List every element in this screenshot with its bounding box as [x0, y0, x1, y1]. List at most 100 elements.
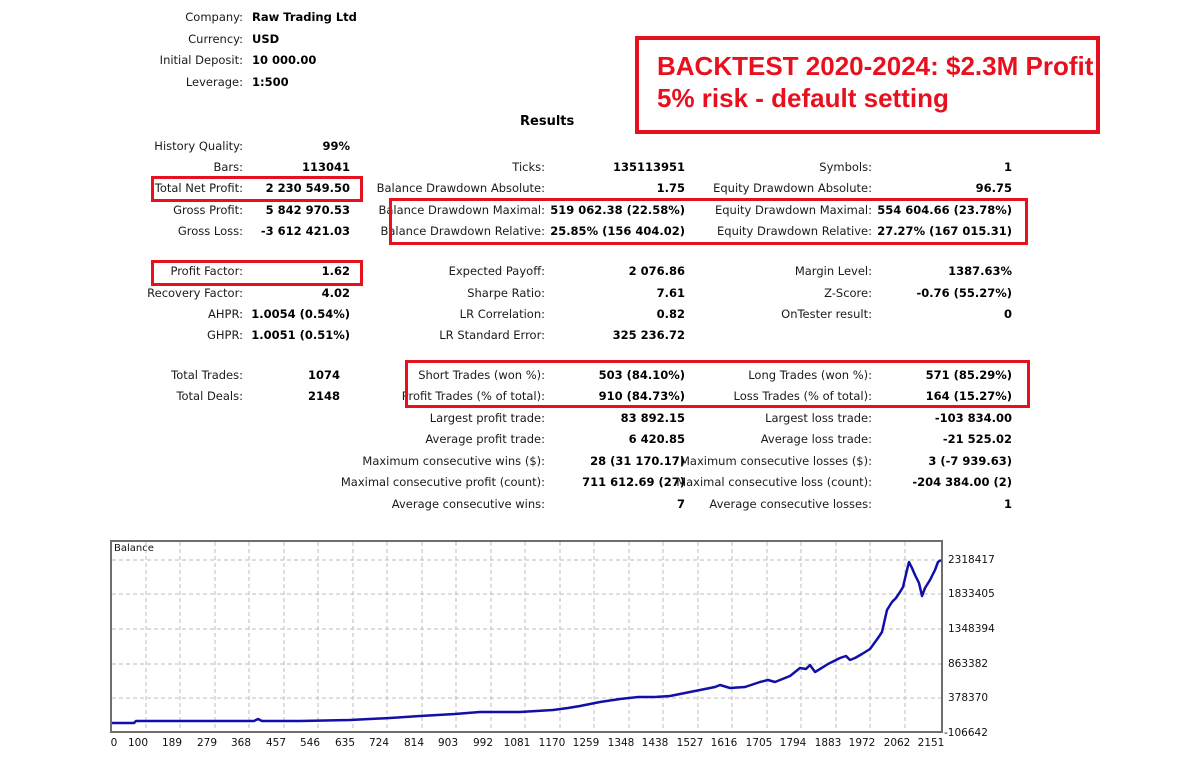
stat-value: 2148: [307, 389, 340, 403]
stat-value: 1.75: [656, 181, 685, 195]
stat-label: Short Trades (won %):: [418, 368, 545, 382]
x-tick: 1705: [745, 737, 773, 749]
stat-value: -103 834.00: [934, 411, 1012, 425]
stat-label: AHPR:: [208, 307, 243, 321]
stat-label: Long Trades (won %):: [748, 368, 872, 382]
stat-value: 3 (-7 939.63): [928, 454, 1012, 468]
stat-value: 910 (84.73%): [598, 389, 685, 403]
highlight-drawdowns: [389, 198, 1028, 245]
x-tick: 1259: [572, 737, 600, 749]
x-tick: 1438: [641, 737, 669, 749]
x-tick: 635: [334, 737, 356, 749]
results-title: Results: [520, 114, 575, 129]
x-tick: 1616: [710, 737, 738, 749]
stat-label: History Quality:: [154, 139, 243, 153]
stat-label: LR Correlation:: [459, 307, 545, 321]
x-tick: 1348: [607, 737, 635, 749]
stat-label: Loss Trades (% of total):: [733, 389, 872, 403]
stat-value: 2 230 549.50: [265, 181, 350, 195]
stat-value: 164 (15.27%): [925, 389, 1012, 403]
stat-value: -0.76 (55.27%): [916, 286, 1012, 300]
stat-value: 1.0051 (0.51%): [251, 328, 350, 342]
stat-label: LR Standard Error:: [439, 328, 545, 342]
x-tick: 189: [161, 737, 183, 749]
x-tick: 546: [299, 737, 321, 749]
stat-value: 99%: [322, 139, 350, 153]
deposit-label: Initial Deposit:: [159, 53, 243, 67]
stat-label: Equity Drawdown Absolute:: [713, 181, 872, 195]
balance-line: [112, 558, 942, 725]
stat-label: Total Trades:: [171, 368, 243, 382]
y-tick: 378370: [948, 692, 989, 704]
y-tick: 1833405: [948, 588, 995, 600]
stat-value: 325 236.72: [612, 328, 685, 342]
x-tick: 1794: [779, 737, 807, 749]
stat-label: Bars:: [213, 160, 243, 174]
stat-label: Average loss trade:: [760, 432, 872, 446]
y-tick: 863382: [948, 658, 989, 670]
x-tick: 1972: [848, 737, 876, 749]
leverage-label: Leverage:: [185, 75, 243, 89]
stat-label: Average profit trade:: [425, 432, 545, 446]
deposit-value: 10 000.00: [252, 53, 317, 67]
company-label: Company:: [185, 10, 243, 24]
stat-value: 1.62: [321, 264, 350, 278]
stat-value: 0: [1003, 307, 1012, 321]
stat-label: Largest loss trade:: [765, 411, 872, 425]
stat-label: Equity Drawdown Maximal:: [714, 203, 872, 217]
stat-label: Profit Factor:: [170, 264, 243, 278]
stat-value: 27.27% (167 015.31): [877, 224, 1012, 238]
stat-value: 711 612.69 (27): [582, 475, 685, 489]
currency-value: USD: [252, 32, 280, 46]
stat-label: Total Deals:: [176, 389, 243, 403]
x-tick: 457: [265, 737, 287, 749]
stat-label: Gross Profit:: [173, 203, 243, 217]
stat-value: 554 604.66 (23.78%): [877, 203, 1012, 217]
stat-value: 5 842 970.53: [265, 203, 350, 217]
x-tick: 279: [196, 737, 218, 749]
highlight-trades: [405, 360, 1030, 408]
x-tick: 2062: [883, 737, 911, 749]
stat-label: Gross Loss:: [177, 224, 243, 238]
stat-value: 1387.63%: [948, 264, 1012, 278]
stat-label: GHPR:: [206, 328, 243, 342]
stat-value: -21 525.02: [942, 432, 1012, 446]
stat-label: Margin Level:: [794, 264, 872, 278]
stat-value: -204 384.00 (2): [912, 475, 1012, 489]
x-tick: 1883: [814, 737, 842, 749]
stat-label: Sharpe Ratio:: [467, 286, 545, 300]
stat-label: Symbols:: [819, 160, 872, 174]
stat-value: 0.82: [656, 307, 685, 321]
highlight-profit-factor: [151, 260, 363, 286]
y-tick: 2318417: [948, 554, 995, 566]
company-value: Raw Trading Ltd: [252, 10, 357, 24]
stat-label: Expected Payoff:: [448, 264, 545, 278]
stat-value: 28 (31 170.17): [590, 454, 685, 468]
stat-label: Recovery Factor:: [147, 286, 243, 300]
stat-value: 7.61: [656, 286, 685, 300]
stat-label: Total Net Profit:: [154, 181, 243, 195]
stat-value: 135113951: [612, 160, 685, 174]
stat-value: 4.02: [321, 286, 350, 300]
stat-value: 1: [1003, 160, 1012, 174]
x-tick: 1527: [676, 737, 704, 749]
backtest-banner: BACKTEST 2020-2024: $2.3M Profit 5% risk…: [635, 36, 1100, 134]
stat-label: Maximum consecutive losses ($):: [680, 454, 872, 468]
banner-line-2: 5% risk - default setting: [657, 83, 949, 113]
stat-label: OnTester result:: [781, 307, 872, 321]
stat-label: Ticks:: [512, 160, 545, 174]
stat-label: Equity Drawdown Relative:: [717, 224, 872, 238]
stat-value: 96.75: [975, 181, 1012, 195]
stat-label: Maximal consecutive profit (count):: [340, 475, 545, 489]
x-tick: 368: [230, 737, 252, 749]
y-tick: -106642: [944, 727, 988, 739]
highlight-net-profit: [151, 176, 363, 202]
stat-value: 25.85% (156 404.02): [550, 224, 685, 238]
stat-value: 2 076.86: [628, 264, 685, 278]
stat-value: 519 062.38 (22.58%): [550, 203, 685, 217]
chart-title: Balance: [114, 543, 154, 554]
stat-value: 113041: [301, 160, 350, 174]
stat-label: Maximal consecutive loss (count):: [676, 475, 872, 489]
x-tick: 814: [403, 737, 425, 749]
